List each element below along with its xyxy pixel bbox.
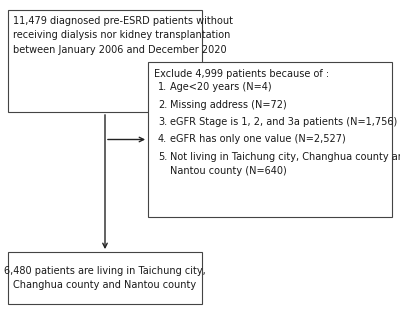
Text: 5.: 5. (158, 152, 167, 162)
Text: 2.: 2. (158, 100, 167, 110)
Text: 4.: 4. (158, 134, 167, 144)
Bar (8, 10, 202, 112)
Bar (148, 62, 392, 217)
Text: Age<20 years (N=4): Age<20 years (N=4) (170, 82, 272, 92)
Text: 1.: 1. (158, 82, 167, 92)
Text: Missing address (N=72): Missing address (N=72) (170, 100, 287, 110)
Bar (8, 252, 202, 304)
Text: 3.: 3. (158, 117, 167, 127)
Text: eGFR Stage is 1, 2, and 3a patients (N=1,756): eGFR Stage is 1, 2, and 3a patients (N=1… (170, 117, 397, 127)
Text: 11,479 diagnosed pre-ESRD patients without
receiving dialysis nor kidney transpl: 11,479 diagnosed pre-ESRD patients witho… (13, 16, 233, 55)
Text: eGFR has only one value (N=2,527): eGFR has only one value (N=2,527) (170, 134, 346, 144)
Text: Not living in Taichung city, Changhua county and
Nantou county (N=640): Not living in Taichung city, Changhua co… (170, 152, 400, 176)
Text: 6,480 patients are living in Taichung city,
Changhua county and Nantou county: 6,480 patients are living in Taichung ci… (4, 266, 206, 290)
Text: Exclude 4,999 patients because of :: Exclude 4,999 patients because of : (154, 69, 329, 79)
